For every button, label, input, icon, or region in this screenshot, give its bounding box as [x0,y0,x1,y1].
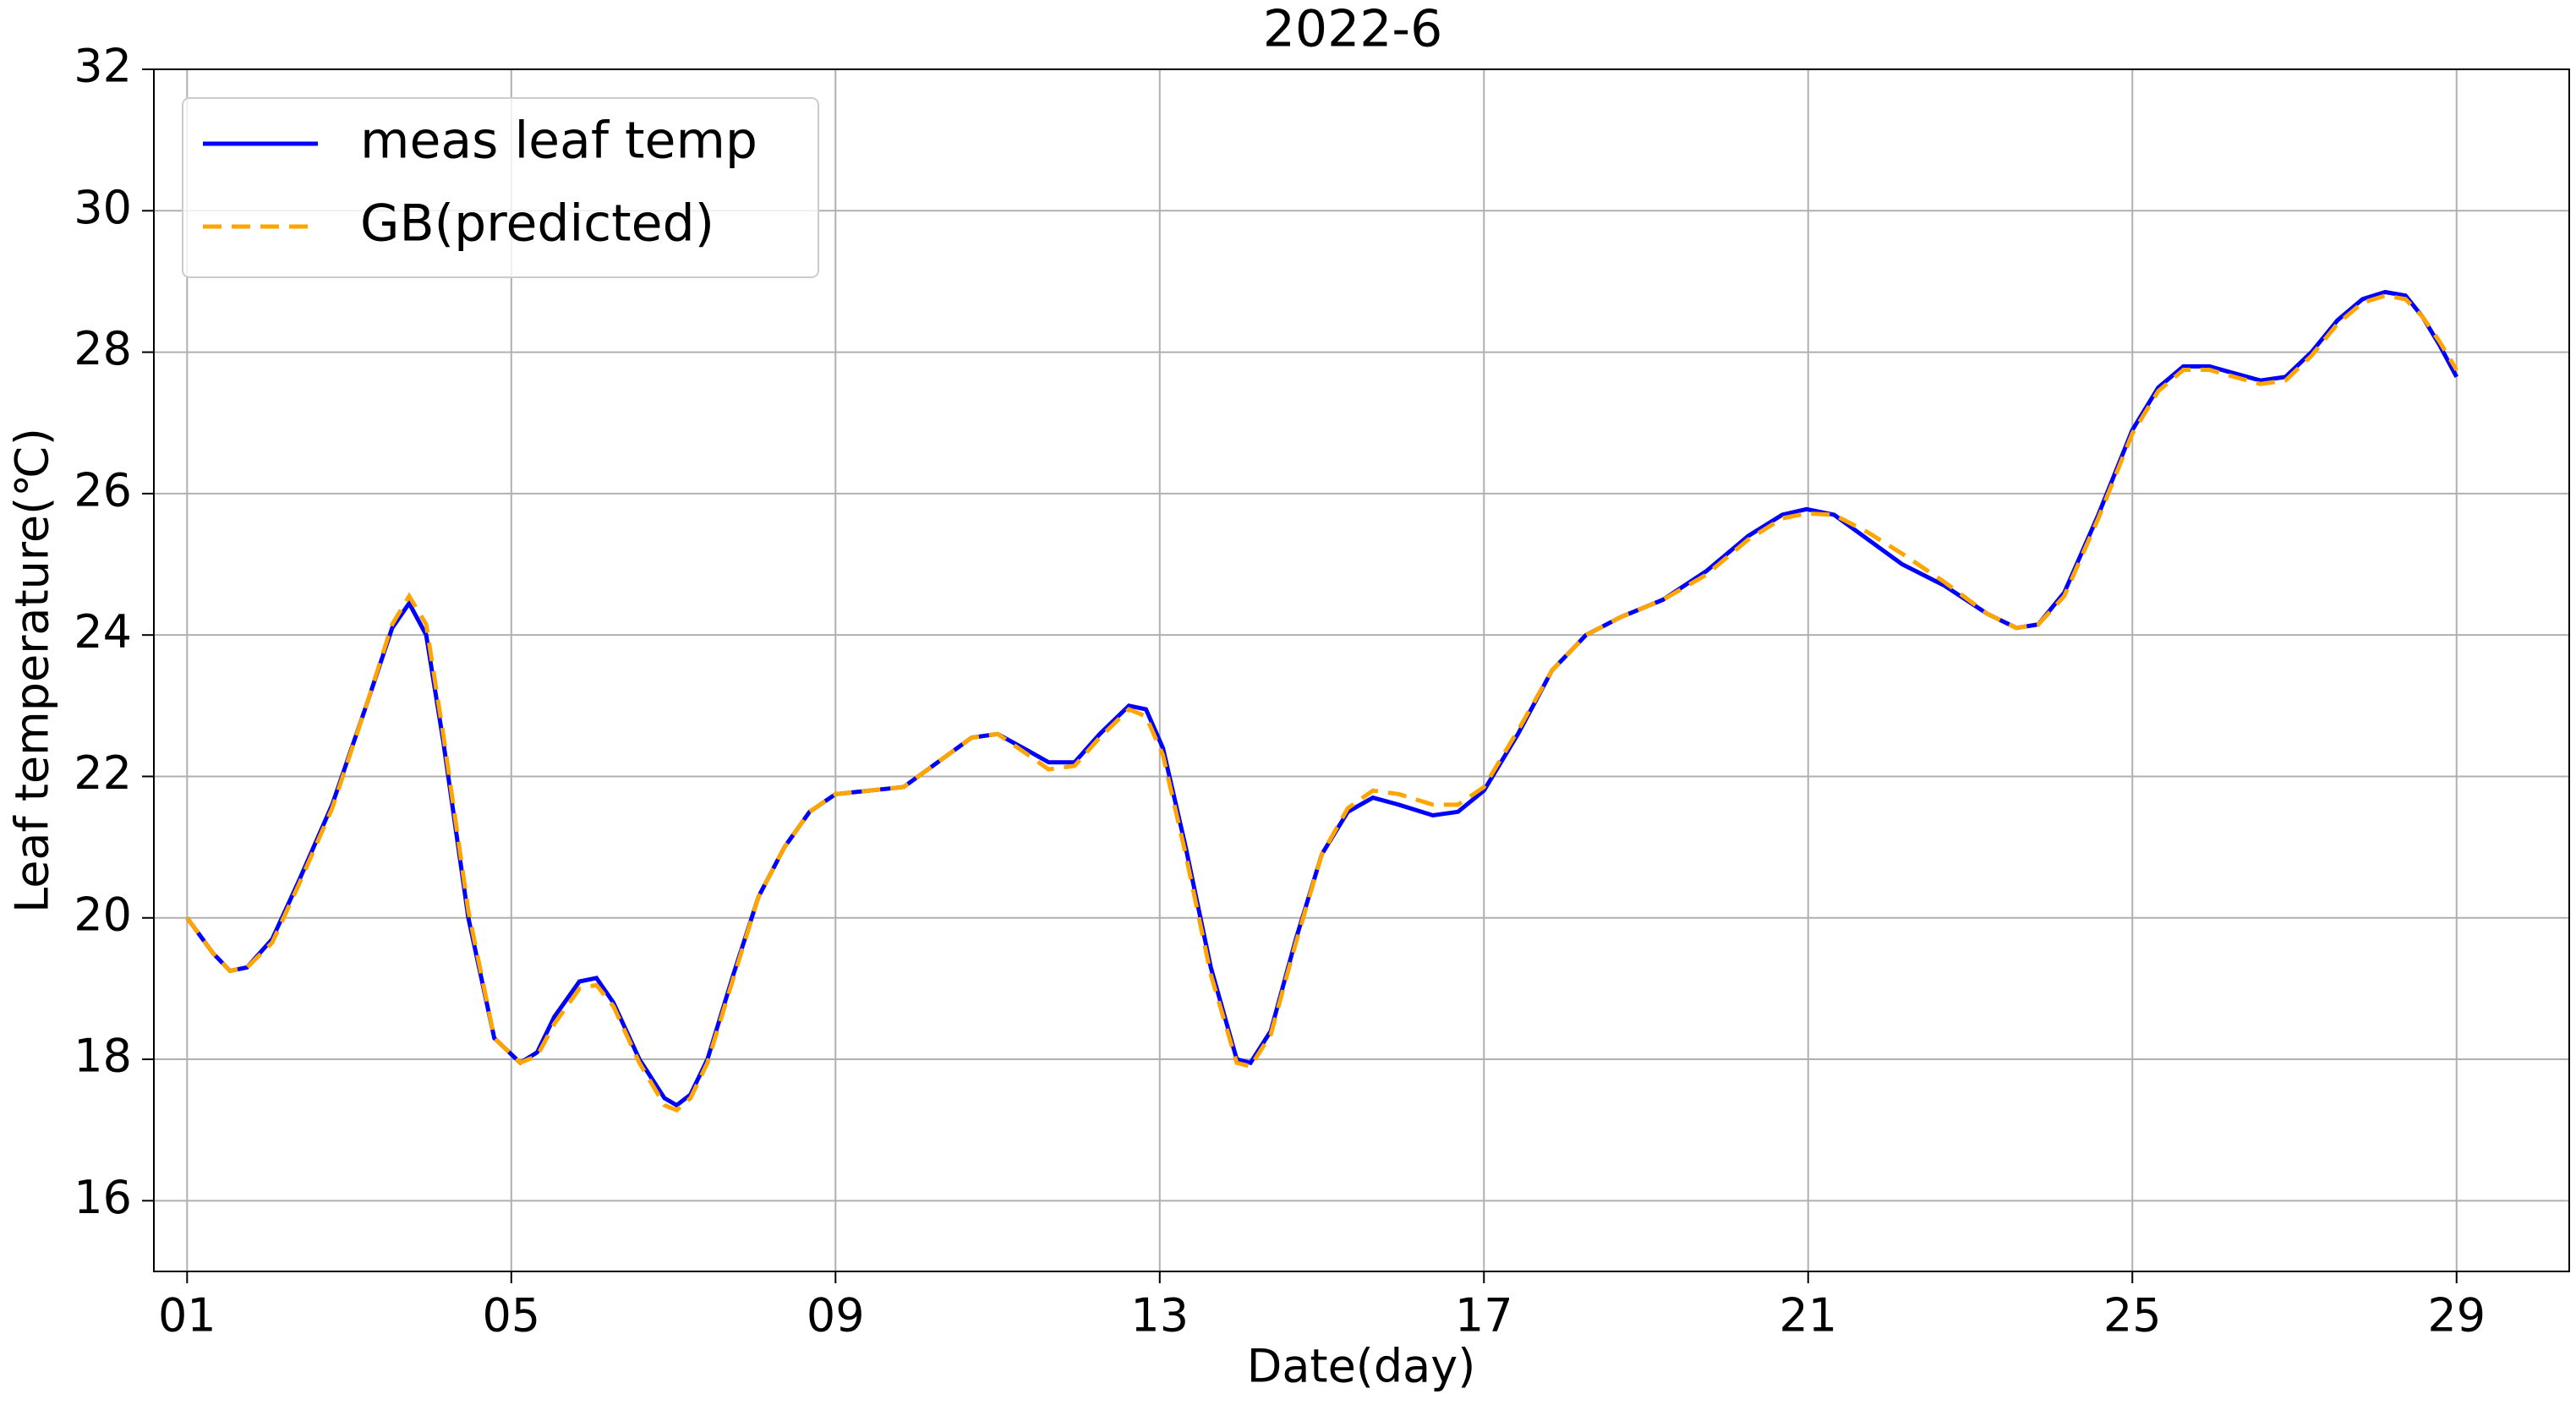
y-tick-label: 18 [74,1030,132,1083]
y-axis-label: Leaf temperature(℃) [6,428,59,913]
x-tick-label: 13 [1130,1289,1189,1342]
legend-label: GB(predicted) [360,194,714,254]
x-tick-label: 17 [1455,1289,1513,1342]
data-line [185,289,2458,1108]
y-tick-label: 16 [74,1171,132,1224]
x-tick-label: 29 [2427,1289,2486,1342]
y-tick-label: 28 [74,322,132,375]
plot-frame [153,68,2570,1272]
data-line [185,293,2458,1113]
y-tick-label: 30 [74,181,132,234]
y-tick-label: 20 [74,888,132,941]
y-tick-label: 24 [74,605,132,659]
x-axis-label: Date(day) [1247,1340,1476,1393]
x-tick-label: 25 [2103,1289,2162,1342]
chart-title: 2022-6 [1263,0,1443,59]
x-tick-label: 01 [158,1289,216,1342]
x-tick-label: 21 [1779,1289,1837,1342]
legend-label: meas leaf temp [360,112,757,171]
x-tick-label: 05 [482,1289,540,1342]
legend-box [182,97,819,278]
y-tick-label: 26 [74,464,132,517]
y-tick-label: 32 [74,40,132,93]
y-tick-label: 22 [74,746,132,800]
x-tick-label: 09 [807,1289,865,1342]
